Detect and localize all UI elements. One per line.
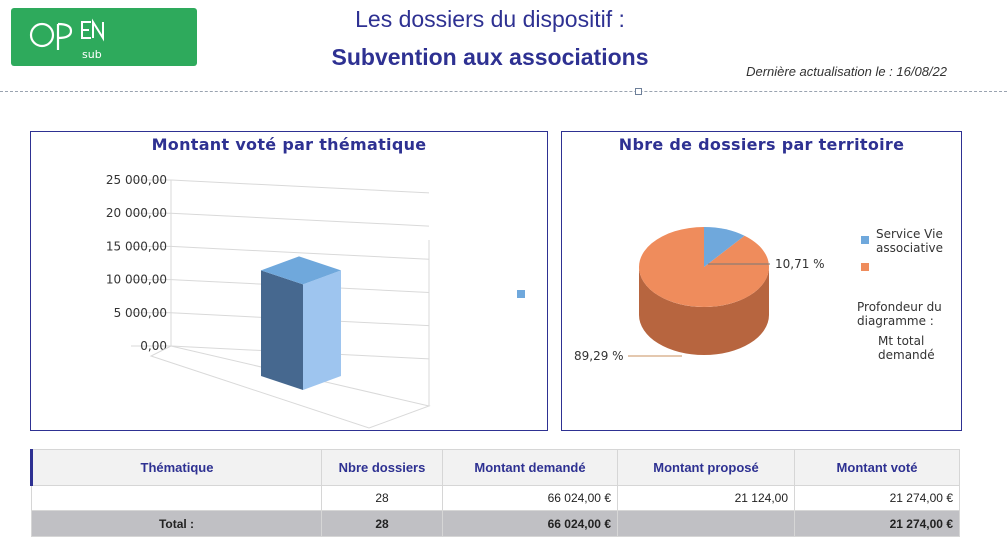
bar-top <box>261 256 341 285</box>
col-header-montant-propose[interactable]: Montant proposé <box>617 449 795 486</box>
ytick-label-5: 25 000,00 <box>106 173 167 187</box>
pie-chart: 10,71 % 89,29 % Service Vie associative P… <box>574 227 943 363</box>
pie-chart-panel: Nbre de dossiers par territoire 10,71 % 8… <box>561 131 962 431</box>
pie-label-other: 89,29 % <box>574 349 624 363</box>
depth-value-line2: demandé <box>878 348 935 362</box>
resize-handle[interactable] <box>635 88 642 95</box>
cell-montant-vote: 21 274,00 € <box>794 485 960 511</box>
header-divider <box>0 91 1007 92</box>
depth-value-line1: Mt total <box>878 334 924 348</box>
cell-montant-demande: 66 024,00 € <box>442 485 618 511</box>
col-header-montant-vote[interactable]: Montant voté <box>794 449 960 486</box>
ytick-label-2: 10 000,00 <box>106 273 167 287</box>
cell-montant-propose: 21 124,00 <box>617 485 795 511</box>
total-nbre-dossiers: 28 <box>321 510 443 537</box>
total-montant-vote: 21 274,00 € <box>794 510 960 537</box>
legend-label-service-vie-line2: associative <box>876 241 943 255</box>
logo-mark-icon <box>29 18 104 50</box>
legend-label-service-vie-line1: Service Vie <box>876 227 943 241</box>
ytick-label-1: 5 000,00 <box>114 306 167 320</box>
table-header-row: Thématique Nbre dossiers Montant demandé… <box>30 449 960 486</box>
logo-sub-text: sub <box>82 48 102 61</box>
ytick-label-3: 15 000,00 <box>106 239 167 253</box>
bar-legend-swatch <box>517 290 525 298</box>
ytick-label-4: 20 000,00 <box>106 206 167 220</box>
openesub-logo[interactable]: sub <box>11 8 197 66</box>
bar-chart-title: Montant voté par thématique <box>151 135 427 154</box>
pie-chart-title: Nbre de dossiers par territoire <box>618 135 905 154</box>
pie-slice-other-side <box>639 267 769 355</box>
total-montant-demande: 66 024,00 € <box>442 510 618 537</box>
cell-thematique <box>31 485 322 511</box>
depth-label-line1: Profondeur du <box>857 300 942 314</box>
last-update-text: Dernière actualisation le : 16/08/22 <box>746 64 947 79</box>
pie-slice-service-vie <box>704 227 745 267</box>
cell-nbre-dossiers: 28 <box>321 485 443 511</box>
col-header-nbre-dossiers[interactable]: Nbre dossiers <box>321 449 443 486</box>
bar-chart: 0,00 5 000,00 10 000,00 15 000,00 20 000,00 2… <box>106 173 525 429</box>
col-header-thematique[interactable]: Thématique <box>30 449 322 486</box>
legend-swatch-service-vie <box>861 236 869 244</box>
depth-label-line2: diagramme : <box>857 314 934 328</box>
bar-chart-panel: Montant voté par thématique 0,00 5 000,00… <box>30 131 548 431</box>
bar-front <box>303 270 341 390</box>
bar-side <box>261 270 303 390</box>
gridline-back-5 <box>170 179 430 194</box>
page-title-line1: Les dossiers du dispositif : <box>355 6 625 32</box>
col-header-montant-demande[interactable]: Montant demandé <box>442 449 618 486</box>
legend-swatch-other <box>861 263 869 271</box>
table-total-row: Total : 28 66 024,00 € 21 274,00 € <box>31 510 960 537</box>
floor-plane <box>149 345 431 429</box>
page-title-line2: Subvention aux associations <box>331 44 649 70</box>
pie-label-service-vie: 10,71 % <box>775 257 825 271</box>
ytick-label-0: 0,00 <box>140 339 167 353</box>
dossiers-table: Thématique Nbre dossiers Montant demandé… <box>30 449 960 537</box>
gridline-back-3 <box>170 245 430 260</box>
table-row[interactable]: 28 66 024,00 € 21 124,00 21 274,00 € <box>31 485 960 511</box>
total-label: Total : <box>31 510 322 537</box>
gridline-back-4 <box>170 212 430 227</box>
total-montant-propose <box>617 510 795 537</box>
